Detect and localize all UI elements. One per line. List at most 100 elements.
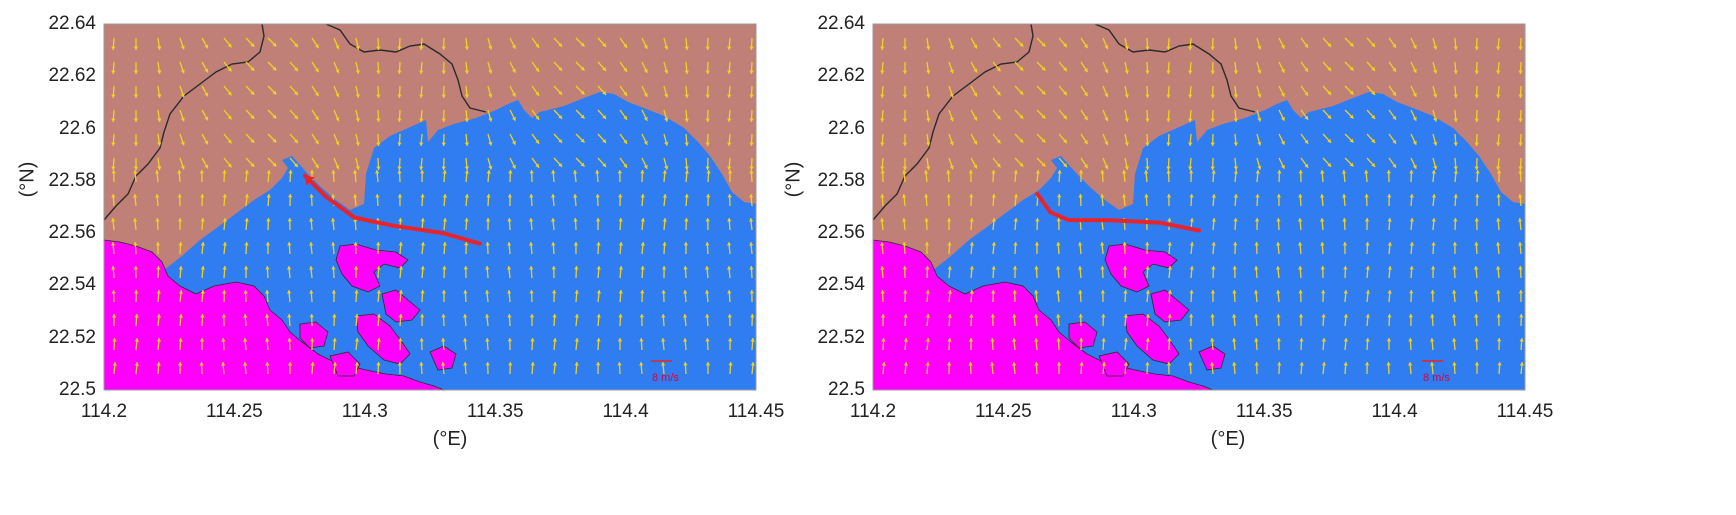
wind-arrow-head — [727, 242, 732, 246]
wind-arrow-head — [1083, 140, 1088, 145]
wind-arrow-head — [1276, 266, 1281, 270]
wind-arrow-head — [511, 140, 516, 145]
wind-arrow-head — [1431, 242, 1436, 246]
wind-arrow-head — [1298, 290, 1303, 294]
plot-frame — [872, 23, 1526, 391]
wind-arrow-head — [294, 163, 298, 168]
wind-arrow-head — [1342, 242, 1348, 246]
wind-arrow-head — [222, 194, 227, 198]
wind-arrow-head — [441, 46, 446, 50]
wind-arrow-head — [643, 44, 648, 49]
wind-arrow-head — [1189, 194, 1194, 198]
admin-boundary-line-secondary — [325, 24, 487, 113]
wind-arrow-head — [1496, 94, 1501, 98]
wind-arrow-head — [1257, 141, 1262, 146]
wind-arrow-head — [157, 166, 162, 170]
wind-arrow-head — [662, 218, 667, 222]
wind-arrow-head — [1254, 338, 1259, 342]
wind-arrow-head — [969, 314, 974, 318]
wind-arrow-head — [156, 290, 161, 294]
wind-arrow-head — [902, 170, 907, 174]
svg-text:8 m/s: 8 m/s — [652, 372, 679, 384]
wind-arrow-head — [1371, 66, 1376, 71]
y-tick-label: 22.6 — [59, 117, 96, 139]
wind-arrow-head — [1387, 194, 1392, 198]
wind-arrow-head — [272, 42, 277, 47]
wind-arrow-head — [419, 166, 424, 170]
wind-arrow-head — [1474, 166, 1479, 170]
wind-arrow-head — [1298, 194, 1303, 198]
wind-arrow-head — [155, 170, 160, 174]
wind-arrow-head — [1453, 70, 1458, 74]
wind-arrow-head — [926, 142, 931, 146]
wind-arrow-head — [1475, 170, 1480, 174]
wind-arrow-head — [314, 116, 319, 121]
wind-arrow-head — [1320, 266, 1325, 270]
wind-arrow-head — [441, 70, 446, 74]
wind-arrow-head — [419, 142, 424, 146]
wind-arrow-head — [294, 67, 298, 72]
wind-arrow-head — [200, 194, 205, 198]
y-axis-label: (°N) — [16, 161, 39, 198]
wind-arrow-head — [705, 242, 710, 246]
wind-arrow-head — [1232, 314, 1237, 318]
wind-arrow-head — [662, 170, 667, 174]
wind-arrow-head — [902, 118, 908, 122]
wind-arrow-head — [1210, 290, 1216, 294]
wind-arrow-head — [376, 118, 381, 122]
wind-arrow-head — [398, 266, 403, 270]
wind-arrow-head — [397, 46, 402, 50]
wind-arrow-head — [375, 194, 380, 198]
wind-arrow-head — [314, 92, 319, 97]
wind-arrow-head — [705, 70, 710, 74]
wind-arrow-head — [355, 118, 360, 122]
wind-arrow-head — [880, 118, 885, 122]
wind-arrow-head — [902, 218, 907, 222]
wind-arrow-head — [996, 163, 1001, 168]
wind-arrow-head — [486, 194, 491, 198]
wind-arrow-head — [705, 94, 710, 98]
wind-arrow-head — [595, 218, 601, 222]
wind-arrow-head — [1101, 362, 1106, 366]
wind-arrow-head — [1474, 118, 1479, 122]
wind-arrow-head — [926, 94, 931, 98]
wind-arrow-head — [1104, 69, 1109, 74]
wind-arrow-head — [1518, 266, 1523, 270]
wind-arrow-head — [623, 43, 627, 48]
wind-arrow-head — [1145, 338, 1150, 342]
wind-arrow-head — [880, 242, 885, 246]
wind-arrow-head — [552, 338, 557, 342]
wind-arrow-head — [376, 362, 381, 366]
wind-arrow-head — [1167, 338, 1172, 342]
wind-arrow-head — [376, 266, 381, 270]
wind-arrow-head — [1257, 45, 1262, 50]
wind-arrow-head — [529, 290, 534, 294]
wind-arrow-head — [551, 194, 556, 198]
wind-arrow-head — [1188, 166, 1193, 170]
map-canvas-left: 8 m/s — [103, 23, 757, 391]
wind-arrow-head — [728, 362, 733, 366]
wind-arrow-head — [178, 290, 183, 294]
wind-arrow-head — [335, 117, 340, 122]
wind-arrow-head — [157, 94, 162, 98]
wind-arrow-head — [573, 218, 578, 222]
wind-arrow-head — [749, 218, 754, 222]
wind-arrow-head — [1453, 170, 1458, 174]
x-tick-label: 114.45 — [1496, 401, 1554, 422]
wind-arrow-head — [222, 170, 227, 174]
wind-arrow-head — [643, 116, 648, 121]
wind-arrow-head — [643, 140, 648, 145]
wind-arrow-head — [881, 362, 886, 366]
wind-arrow-head — [1166, 70, 1171, 74]
wind-arrow-head — [355, 70, 360, 74]
wind-arrow-head — [530, 362, 535, 366]
wind-arrow-head — [376, 46, 381, 50]
wind-arrow-head — [1518, 290, 1523, 294]
wind-arrow-head — [485, 362, 490, 366]
wind-arrow-head — [1343, 338, 1348, 342]
wind-arrow-head — [684, 142, 689, 146]
wind-arrow-head — [623, 91, 627, 96]
wind-arrow-head — [1496, 266, 1501, 270]
wind-arrow-head — [441, 166, 446, 170]
wind-arrow-head — [294, 139, 298, 144]
